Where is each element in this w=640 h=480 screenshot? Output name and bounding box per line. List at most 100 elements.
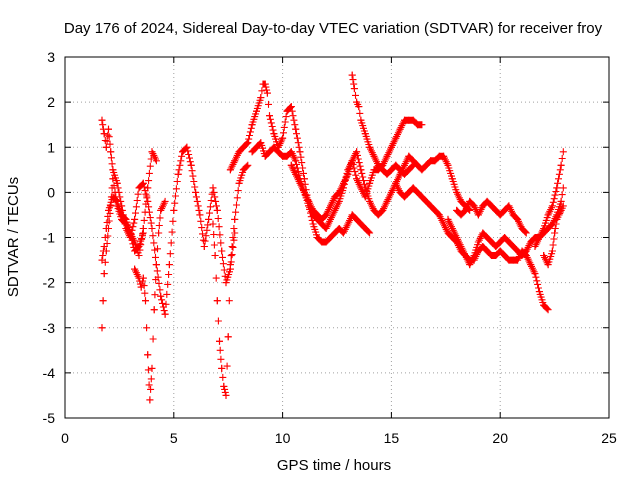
data-point bbox=[540, 225, 548, 232]
series-track-3 bbox=[98, 193, 147, 264]
grid-lines bbox=[65, 57, 609, 418]
data-point bbox=[105, 206, 112, 214]
data-point bbox=[522, 229, 530, 237]
data-point bbox=[353, 215, 361, 223]
data-point bbox=[235, 148, 243, 156]
data-point bbox=[157, 292, 165, 300]
x-tick-label: 20 bbox=[492, 430, 508, 446]
data-point bbox=[211, 252, 219, 259]
data-point bbox=[470, 252, 478, 259]
data-point bbox=[231, 215, 239, 223]
data-point bbox=[479, 202, 487, 210]
data-point bbox=[257, 139, 265, 147]
data-point bbox=[353, 98, 361, 106]
data-point bbox=[559, 148, 567, 156]
data-point bbox=[348, 211, 356, 219]
data-point bbox=[483, 234, 491, 241]
data-point bbox=[274, 148, 282, 156]
data-point bbox=[335, 225, 343, 232]
data-point bbox=[222, 279, 230, 287]
x-axis-label: GPS time / hours bbox=[277, 457, 391, 474]
data-point bbox=[483, 197, 491, 205]
series-track-4 bbox=[131, 197, 169, 404]
data-point bbox=[401, 193, 408, 201]
data-point bbox=[270, 130, 278, 138]
data-point bbox=[220, 382, 228, 390]
data-point bbox=[544, 211, 552, 219]
data-point bbox=[357, 116, 365, 124]
data-point bbox=[218, 364, 226, 372]
data-point bbox=[496, 238, 504, 246]
data-point bbox=[148, 148, 156, 156]
data-point bbox=[263, 89, 271, 97]
data-point bbox=[387, 143, 395, 151]
data-point bbox=[131, 265, 139, 273]
data-point bbox=[135, 252, 143, 259]
data-point bbox=[100, 243, 108, 250]
data-point bbox=[200, 243, 208, 250]
data-point bbox=[553, 215, 561, 223]
data-point bbox=[292, 170, 300, 178]
series-track-8 bbox=[287, 148, 474, 223]
y-tick-label: 2 bbox=[47, 94, 55, 110]
data-point bbox=[248, 148, 256, 156]
data-point bbox=[557, 197, 565, 205]
data-point bbox=[261, 152, 269, 160]
data-point bbox=[409, 116, 417, 124]
data-point bbox=[505, 238, 513, 246]
data-point bbox=[522, 247, 530, 255]
data-point bbox=[509, 211, 517, 219]
data-point bbox=[313, 211, 321, 219]
x-tick-label: 15 bbox=[384, 430, 400, 446]
data-point bbox=[535, 234, 543, 241]
data-point bbox=[357, 220, 365, 228]
data-point bbox=[318, 215, 326, 223]
data-point bbox=[139, 274, 147, 282]
data-point bbox=[131, 215, 139, 223]
data-point bbox=[309, 206, 317, 214]
data-point bbox=[483, 247, 491, 255]
data-point bbox=[492, 206, 500, 214]
data-point bbox=[422, 161, 430, 169]
data-point bbox=[492, 243, 500, 250]
data-point bbox=[355, 103, 363, 111]
data-point bbox=[244, 161, 252, 169]
data-point bbox=[361, 225, 369, 232]
data-point bbox=[514, 247, 522, 255]
data-point bbox=[111, 188, 119, 196]
data-point bbox=[146, 396, 154, 404]
y-tick-label: -1 bbox=[43, 230, 56, 246]
data-point bbox=[383, 170, 391, 178]
data-point bbox=[414, 188, 421, 196]
data-point bbox=[157, 206, 165, 214]
data-point bbox=[409, 184, 417, 192]
data-point bbox=[444, 161, 452, 169]
data-point bbox=[440, 220, 448, 228]
data-point bbox=[126, 229, 134, 237]
data-point bbox=[383, 152, 391, 160]
data-point bbox=[266, 112, 273, 120]
data-point bbox=[401, 161, 408, 169]
data-point bbox=[239, 143, 247, 151]
data-point bbox=[440, 152, 448, 160]
series-track-12 bbox=[453, 197, 530, 237]
data-point bbox=[313, 234, 321, 241]
data-point bbox=[544, 261, 552, 269]
y-tick-label: 3 bbox=[47, 49, 55, 65]
data-point bbox=[287, 103, 295, 111]
y-axis-label: SDTVAR / TECUs bbox=[5, 177, 22, 297]
data-point bbox=[98, 256, 106, 264]
data-point bbox=[479, 243, 487, 250]
data-point bbox=[370, 152, 378, 160]
data-point bbox=[331, 229, 339, 237]
data-point bbox=[348, 71, 356, 79]
data-point bbox=[253, 107, 260, 115]
data-point bbox=[142, 297, 149, 305]
data-point bbox=[279, 134, 287, 142]
x-tick-label: 10 bbox=[275, 430, 291, 446]
y-tick-label: -2 bbox=[43, 275, 56, 291]
data-point bbox=[244, 139, 252, 147]
data-point bbox=[344, 170, 352, 178]
data-point bbox=[331, 206, 339, 214]
